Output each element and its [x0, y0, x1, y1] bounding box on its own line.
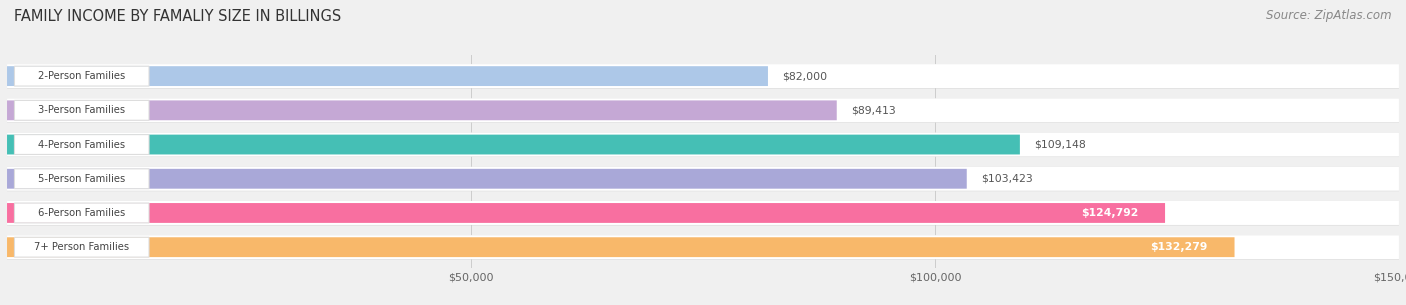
- FancyBboxPatch shape: [14, 237, 149, 257]
- FancyBboxPatch shape: [7, 203, 1166, 223]
- FancyBboxPatch shape: [7, 201, 1399, 225]
- FancyBboxPatch shape: [7, 64, 1399, 88]
- Text: $89,413: $89,413: [851, 105, 896, 115]
- Text: $82,000: $82,000: [782, 71, 827, 81]
- Text: $124,792: $124,792: [1081, 208, 1137, 218]
- FancyBboxPatch shape: [14, 135, 149, 154]
- FancyBboxPatch shape: [14, 203, 149, 223]
- Text: 7+ Person Families: 7+ Person Families: [34, 242, 129, 252]
- Text: $109,148: $109,148: [1033, 140, 1085, 149]
- Text: 6-Person Families: 6-Person Families: [38, 208, 125, 218]
- FancyBboxPatch shape: [7, 100, 837, 120]
- FancyBboxPatch shape: [7, 237, 1234, 257]
- Text: Source: ZipAtlas.com: Source: ZipAtlas.com: [1267, 9, 1392, 22]
- Text: 3-Person Families: 3-Person Families: [38, 105, 125, 115]
- FancyBboxPatch shape: [7, 133, 1399, 156]
- FancyBboxPatch shape: [7, 133, 1399, 157]
- FancyBboxPatch shape: [7, 167, 1399, 191]
- FancyBboxPatch shape: [7, 169, 967, 189]
- Text: $103,423: $103,423: [980, 174, 1032, 184]
- FancyBboxPatch shape: [7, 135, 1019, 154]
- FancyBboxPatch shape: [7, 98, 1399, 123]
- FancyBboxPatch shape: [14, 169, 149, 189]
- Text: 4-Person Families: 4-Person Families: [38, 140, 125, 149]
- FancyBboxPatch shape: [7, 235, 1399, 260]
- FancyBboxPatch shape: [7, 167, 1399, 191]
- FancyBboxPatch shape: [7, 64, 1399, 88]
- Text: 5-Person Families: 5-Person Families: [38, 174, 125, 184]
- FancyBboxPatch shape: [7, 98, 1399, 122]
- Text: 2-Person Families: 2-Person Families: [38, 71, 125, 81]
- FancyBboxPatch shape: [1137, 240, 1220, 255]
- FancyBboxPatch shape: [7, 66, 768, 86]
- FancyBboxPatch shape: [14, 100, 149, 120]
- FancyBboxPatch shape: [7, 201, 1399, 225]
- FancyBboxPatch shape: [7, 235, 1399, 259]
- Text: $132,279: $132,279: [1150, 242, 1208, 252]
- FancyBboxPatch shape: [1067, 206, 1152, 221]
- Text: FAMILY INCOME BY FAMALIY SIZE IN BILLINGS: FAMILY INCOME BY FAMALIY SIZE IN BILLING…: [14, 9, 342, 24]
- FancyBboxPatch shape: [14, 66, 149, 86]
